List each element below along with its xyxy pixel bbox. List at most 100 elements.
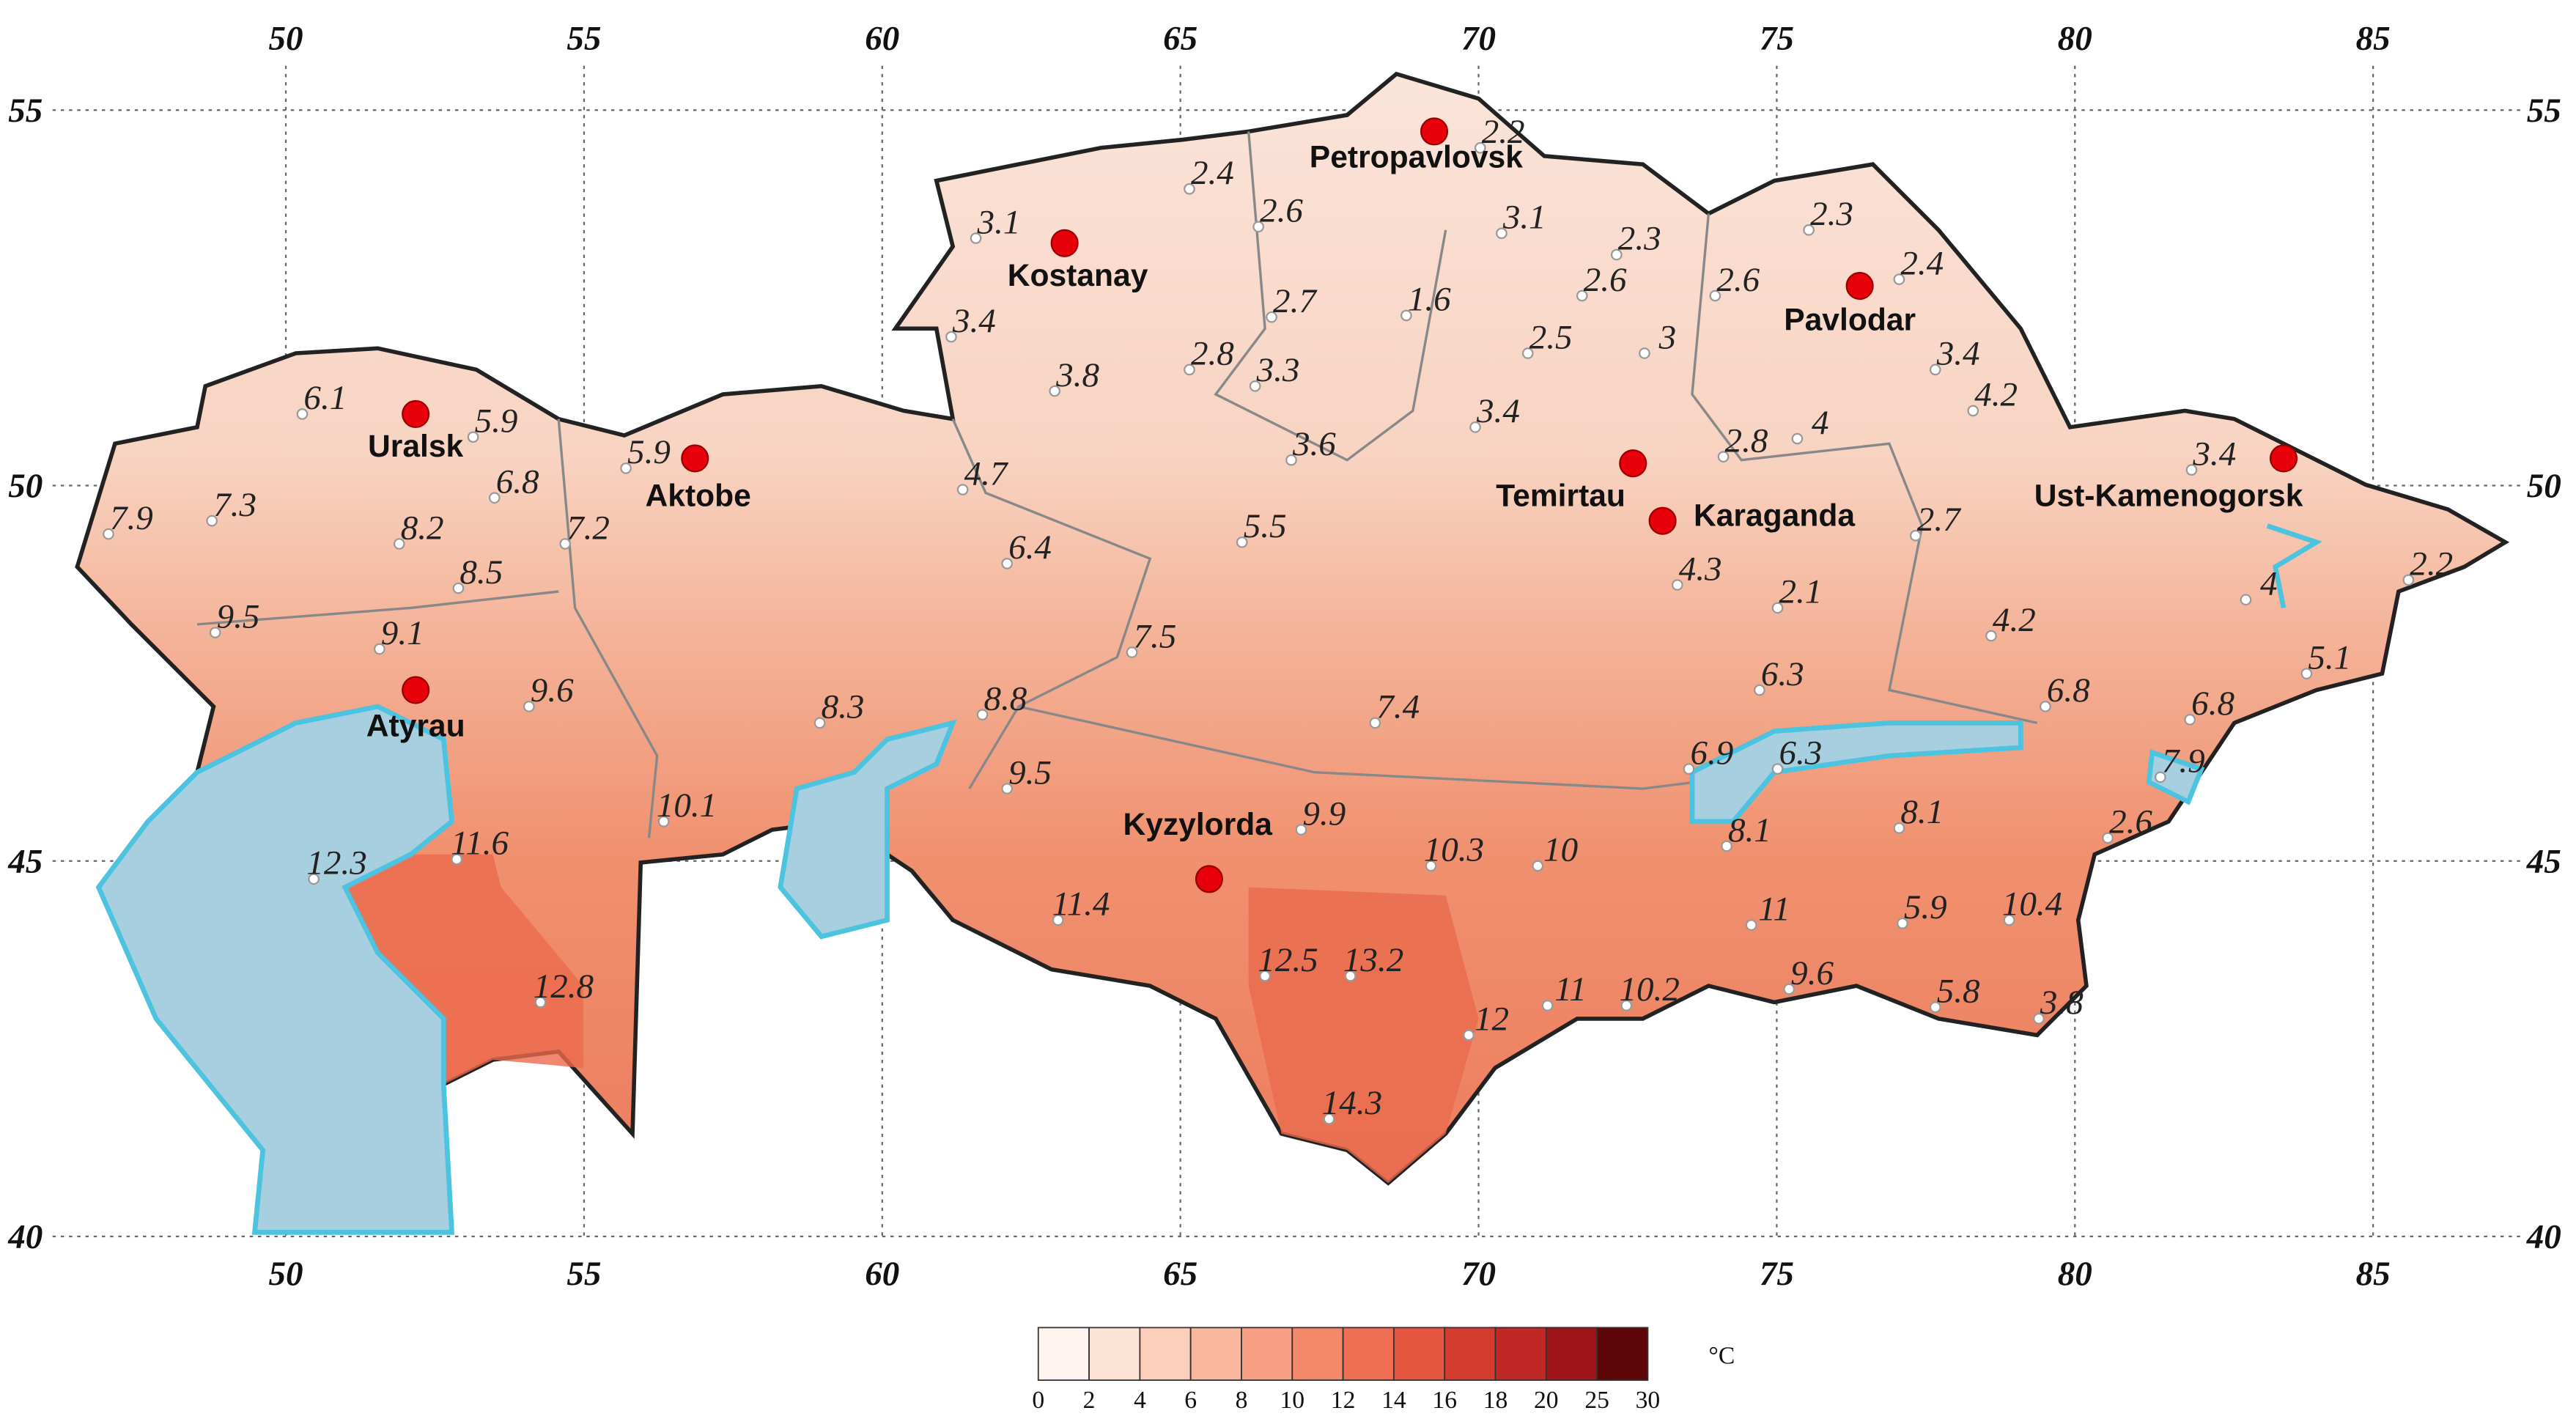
station-value: 8.1 — [1728, 811, 1771, 849]
station-value: 8.8 — [984, 679, 1027, 718]
station-value: 10.4 — [2002, 885, 2062, 923]
station-dot — [1469, 421, 1481, 433]
station-dot — [1463, 1029, 1475, 1041]
station-value: 10.3 — [1424, 831, 1484, 869]
station-dot — [296, 408, 309, 420]
legend-swatch — [1342, 1327, 1395, 1382]
station-value: 2.3 — [1810, 195, 1853, 233]
station-dot — [976, 709, 989, 721]
station-value: 11.6 — [451, 825, 509, 863]
station-dot — [1541, 1000, 1554, 1011]
station-value: 2.6 — [1584, 261, 1627, 299]
caspian-sea — [95, 704, 455, 1235]
station-dot — [2003, 914, 2015, 926]
station-dot — [1717, 451, 1730, 463]
stations: 2.22.43.1 2.6 3.12.32.32.42.7 1.62.6 2.63.42… — [103, 113, 2453, 1125]
station-dot — [488, 492, 501, 504]
station-dot — [1620, 1000, 1633, 1011]
lon-label: 75 — [1760, 1255, 1794, 1293]
station-value: 2.6 — [1260, 192, 1303, 230]
water — [95, 523, 2322, 1235]
station-value: 12.5 — [1258, 941, 1318, 979]
station-dot — [1425, 860, 1437, 872]
station-dot — [1967, 405, 1979, 417]
station-value: 12 — [1475, 1000, 1509, 1039]
lat-label: 40 — [7, 1218, 43, 1256]
station-value: 6.3 — [1779, 734, 1822, 772]
station-value: 4.7 — [964, 454, 1009, 493]
station-dot — [1252, 221, 1264, 233]
city-name: Pavlodar — [1784, 303, 1916, 338]
station-dot — [1001, 783, 1014, 794]
station-value: 3.8 — [1055, 356, 1099, 394]
station-value: 2.5 — [1529, 318, 1573, 356]
station-value: 3.4 — [2192, 435, 2236, 473]
station-value: 3.4 — [1936, 335, 1980, 373]
station-value: 6.3 — [1761, 655, 1804, 693]
lat-label: 50 — [2527, 467, 2561, 505]
lon-label: 60 — [865, 1255, 899, 1293]
station-dot — [1745, 919, 1757, 931]
legend-swatch — [1241, 1327, 1293, 1382]
legend-swatch — [1189, 1327, 1242, 1382]
station-value: 3 — [1658, 318, 1677, 356]
legend-swatch — [1494, 1327, 1547, 1382]
station-value: 2.8 — [1725, 421, 1768, 460]
cities: Petropavlovsk Kostanay Pavlodar Uralsk Aktob… — [366, 117, 2303, 893]
hot-region — [328, 854, 583, 1085]
legend-label: 18 — [1483, 1387, 1508, 1414]
station-dot — [956, 484, 969, 495]
legend-label: 4 — [1134, 1387, 1146, 1414]
station-value: 9.9 — [1302, 794, 1346, 833]
station-dot — [1295, 824, 1307, 836]
station-value: 6.4 — [1008, 528, 1052, 567]
station-dot — [1909, 529, 1922, 542]
station-value: 4.3 — [1679, 550, 1722, 588]
station-value: 11 — [1758, 890, 1790, 928]
station-value: 12.3 — [306, 844, 366, 882]
station-dot — [813, 717, 826, 729]
city-name: Petropavlovsk — [1310, 140, 1523, 175]
station-dot — [1721, 840, 1732, 852]
station-dot — [1576, 290, 1588, 302]
lat-label: 50 — [8, 467, 43, 505]
station-value: 2.6 — [1716, 261, 1760, 299]
station-value: 3.1 — [1502, 199, 1546, 237]
city-name: Temirtau — [1496, 478, 1625, 513]
city-name: Karaganda — [1694, 498, 1855, 533]
legend-swatch — [1037, 1327, 1090, 1382]
station-value: 6.8 — [2047, 671, 2090, 709]
station-dot — [393, 538, 405, 550]
city-dot — [402, 399, 430, 428]
station-value: 14.3 — [1322, 1084, 1382, 1122]
station-value: 3.4 — [952, 302, 996, 340]
station-value: 9.1 — [381, 614, 424, 652]
station-value: 5.5 — [1244, 507, 1287, 545]
legend-swatch — [1139, 1327, 1192, 1382]
station-dot — [523, 701, 535, 712]
legend: 0 2 4 6 8 10 12 14 16 18 20 25 30 °C — [1032, 1327, 1735, 1414]
station-value: 5.9 — [475, 402, 518, 440]
lat-label: 45 — [2526, 842, 2561, 880]
station-value: 2.4 — [1900, 244, 1944, 282]
station-dot — [1771, 602, 1784, 614]
station-dot — [1893, 822, 1905, 834]
city-dot — [2269, 444, 2298, 473]
legend-swatch — [1545, 1327, 1598, 1382]
lake-balkhash — [1689, 720, 2023, 825]
station-dot — [2184, 714, 2196, 726]
lon-label: 80 — [2058, 1255, 2092, 1293]
station-dot — [657, 816, 670, 827]
station-dot — [1049, 385, 1061, 397]
station-dot — [1791, 432, 1804, 445]
station-value: 2.2 — [2410, 545, 2453, 583]
station-dot — [2040, 701, 2051, 712]
station-dot — [1184, 364, 1195, 376]
station-dot — [1236, 536, 1248, 548]
station-dot — [1709, 290, 1721, 302]
station-value: 7.2 — [567, 509, 610, 547]
station-value: 11 — [1554, 970, 1587, 1009]
station-dot — [1610, 248, 1623, 261]
